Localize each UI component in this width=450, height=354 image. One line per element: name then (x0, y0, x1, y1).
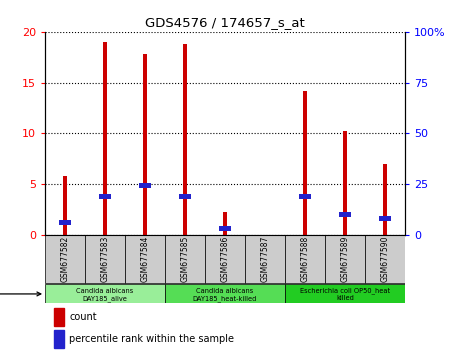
Bar (54, 330, 64, 348)
FancyBboxPatch shape (165, 235, 205, 284)
Bar (54, 308, 64, 326)
Text: GSM677588: GSM677588 (301, 236, 310, 282)
Bar (99, 194, 111, 199)
FancyBboxPatch shape (205, 235, 245, 284)
Bar (219, 226, 231, 231)
Bar (223, 212, 227, 235)
Text: DAY185_alive: DAY185_alive (82, 295, 127, 302)
FancyBboxPatch shape (245, 235, 285, 284)
Bar (103, 42, 108, 235)
Text: GSM677583: GSM677583 (100, 236, 109, 282)
Bar (63, 176, 68, 235)
Text: GSM677590: GSM677590 (381, 236, 390, 282)
Text: Candida albicans: Candida albicans (76, 288, 134, 294)
Bar (59, 220, 71, 225)
Text: GSM677584: GSM677584 (140, 236, 149, 282)
FancyBboxPatch shape (125, 235, 165, 284)
Text: Escherichia coli OP50_heat: Escherichia coli OP50_heat (300, 287, 390, 294)
Text: percentile rank within the sample: percentile rank within the sample (69, 334, 234, 344)
Text: Candida albicans: Candida albicans (196, 288, 254, 294)
FancyBboxPatch shape (85, 235, 125, 284)
FancyBboxPatch shape (45, 235, 85, 284)
Bar (143, 54, 148, 235)
Text: count: count (69, 312, 97, 322)
Bar (342, 131, 347, 235)
Text: GSM677582: GSM677582 (60, 236, 69, 282)
Bar (302, 91, 307, 235)
FancyBboxPatch shape (285, 235, 325, 284)
Bar (339, 212, 351, 217)
Bar (299, 194, 311, 199)
Text: infection: infection (0, 289, 41, 299)
Text: DAY185_heat-killed: DAY185_heat-killed (193, 295, 257, 302)
FancyBboxPatch shape (45, 285, 165, 303)
Bar (139, 183, 151, 188)
FancyBboxPatch shape (165, 285, 285, 303)
Text: killed: killed (336, 295, 354, 301)
Bar (179, 194, 191, 199)
Bar (382, 164, 387, 235)
FancyBboxPatch shape (365, 235, 405, 284)
FancyBboxPatch shape (285, 285, 405, 303)
Bar (379, 216, 391, 221)
Text: GSM677587: GSM677587 (261, 236, 270, 282)
Text: GSM677589: GSM677589 (341, 236, 350, 282)
Title: GDS4576 / 174657_s_at: GDS4576 / 174657_s_at (145, 16, 305, 29)
Bar (183, 44, 187, 235)
Text: GSM677585: GSM677585 (180, 236, 189, 282)
Text: GSM677586: GSM677586 (220, 236, 230, 282)
FancyBboxPatch shape (325, 235, 365, 284)
